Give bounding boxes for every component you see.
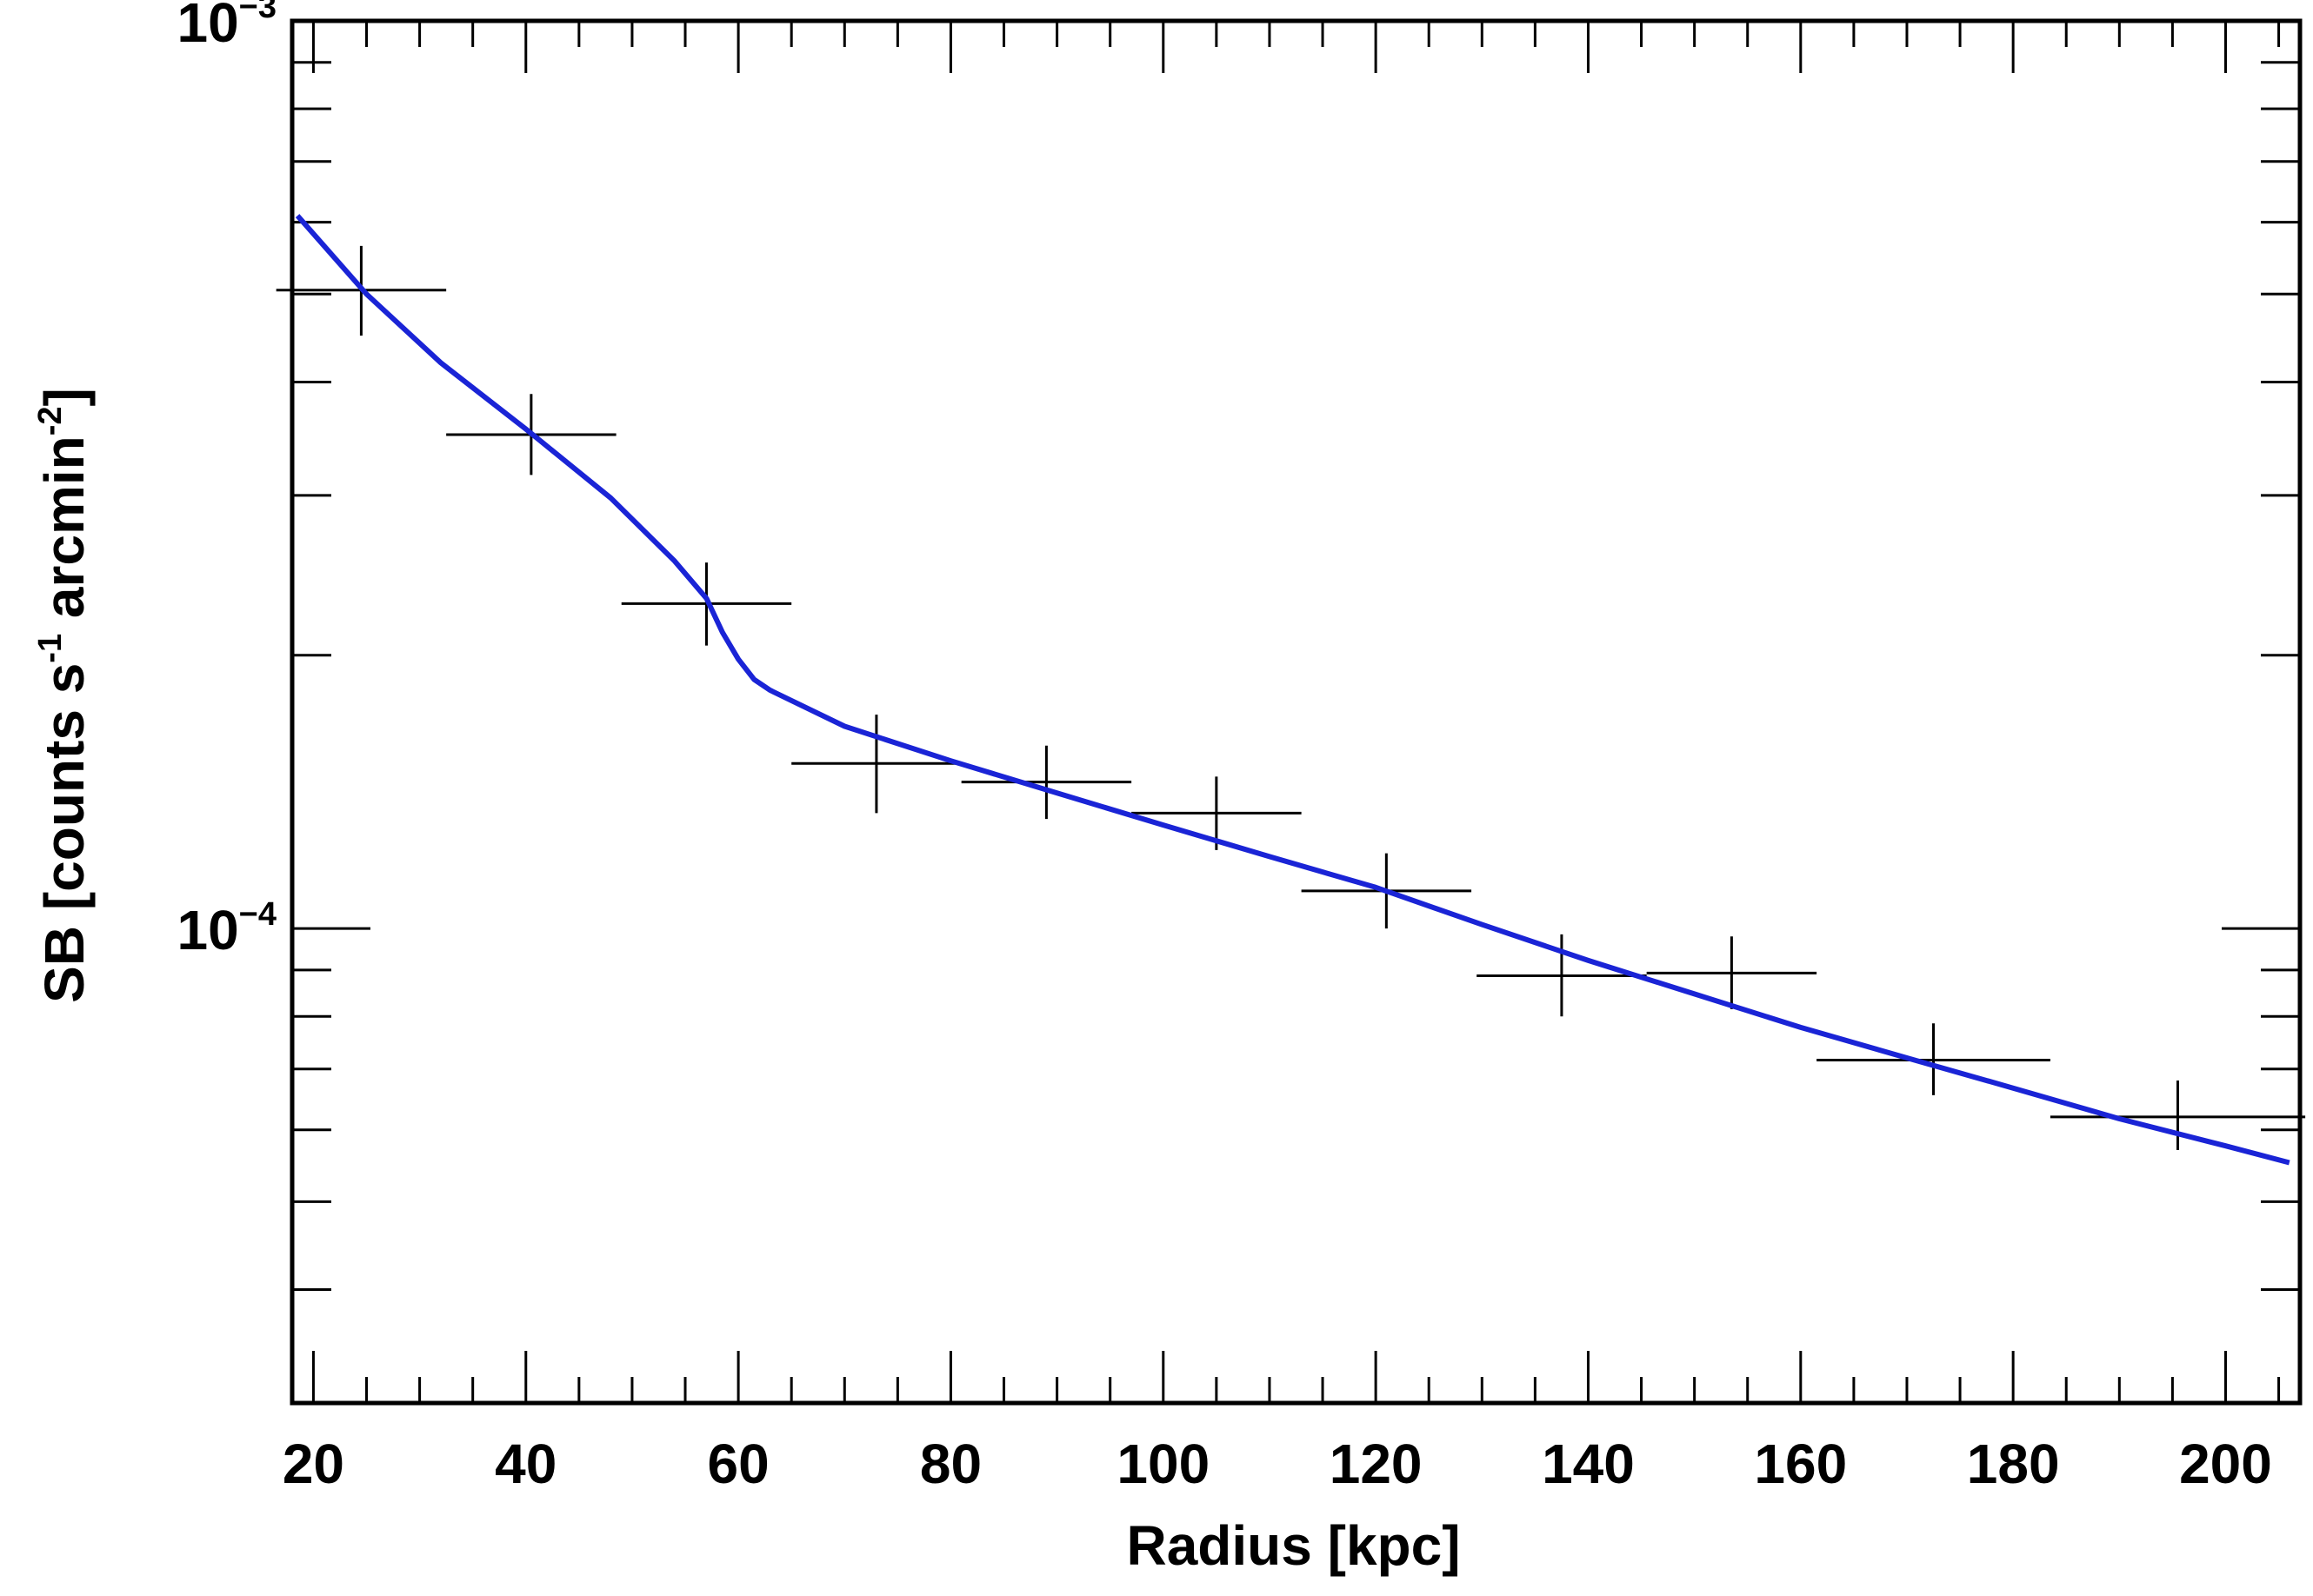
y-tick-label: 10−3: [177, 0, 277, 54]
y-tick-label-base: 10: [177, 0, 238, 54]
x-tick-label: 180: [1967, 1433, 2060, 1495]
model-curve: [295, 214, 2290, 1166]
data-point: [961, 745, 1132, 820]
y-tick-label: 10−4: [177, 896, 277, 961]
x-tick-label: 140: [1542, 1433, 1635, 1495]
y-axis-title-part: SB [counts s: [33, 663, 96, 1003]
x-tick-labels: 20 40 60 80 100 120 140 160 180 200: [283, 1433, 2272, 1495]
data-point: [1646, 936, 1817, 1009]
data-point: [1131, 776, 1302, 850]
y-tick-label-base: 10: [177, 899, 238, 961]
y-axis-title-part: ]: [33, 388, 96, 406]
data-point: [791, 715, 962, 814]
x-tick-label: 160: [1754, 1433, 1847, 1495]
model-curve-group: [295, 214, 2290, 1166]
y-axis-title-exponent: -2: [32, 406, 69, 436]
data-point: [1476, 934, 1647, 1017]
x-tick-label: 120: [1330, 1433, 1423, 1495]
x-tick-label: 100: [1117, 1433, 1210, 1495]
x-tick-label: 60: [708, 1433, 770, 1495]
y-tick-label-exponent: −4: [239, 896, 277, 933]
x-axis-title: Radius [kpc]: [1126, 1514, 1460, 1577]
y-axis-title-exponent: -1: [32, 634, 69, 663]
x-tick-label: 200: [2179, 1433, 2272, 1495]
y-tick-label-exponent: −3: [239, 0, 277, 25]
y-tick-labels: 10−310−4: [177, 0, 277, 961]
data-points: [276, 245, 2306, 1150]
data-point: [2050, 1080, 2306, 1150]
axis-ticks: [292, 19, 2300, 1405]
data-point: [1816, 1023, 2050, 1095]
plot-frame: [290, 18, 2303, 1406]
x-tick-label: 80: [920, 1433, 982, 1495]
x-tick-label: 40: [495, 1433, 557, 1495]
y-axis-title: SB [counts s-1 arcmin-2]: [32, 388, 96, 1003]
y-axis-title-part: arcmin: [33, 436, 96, 634]
x-tick-label: 20: [283, 1433, 344, 1495]
